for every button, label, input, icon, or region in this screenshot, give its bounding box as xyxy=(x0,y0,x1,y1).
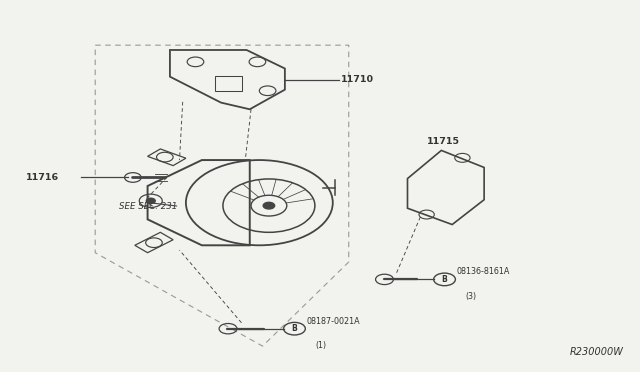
Text: SEE SEC. 231: SEE SEC. 231 xyxy=(119,202,177,211)
Text: (3): (3) xyxy=(466,292,477,301)
Text: 08136-8161A: 08136-8161A xyxy=(457,267,510,276)
Text: B: B xyxy=(292,324,298,333)
Text: B: B xyxy=(442,275,447,284)
Text: R230000W: R230000W xyxy=(570,347,623,357)
Circle shape xyxy=(147,198,156,203)
Text: (1): (1) xyxy=(316,341,326,350)
Text: 08187-0021A: 08187-0021A xyxy=(307,317,360,326)
Circle shape xyxy=(263,202,275,209)
Text: 11715: 11715 xyxy=(428,137,460,146)
Text: 11710: 11710 xyxy=(341,75,374,84)
Text: 11716: 11716 xyxy=(26,173,60,182)
